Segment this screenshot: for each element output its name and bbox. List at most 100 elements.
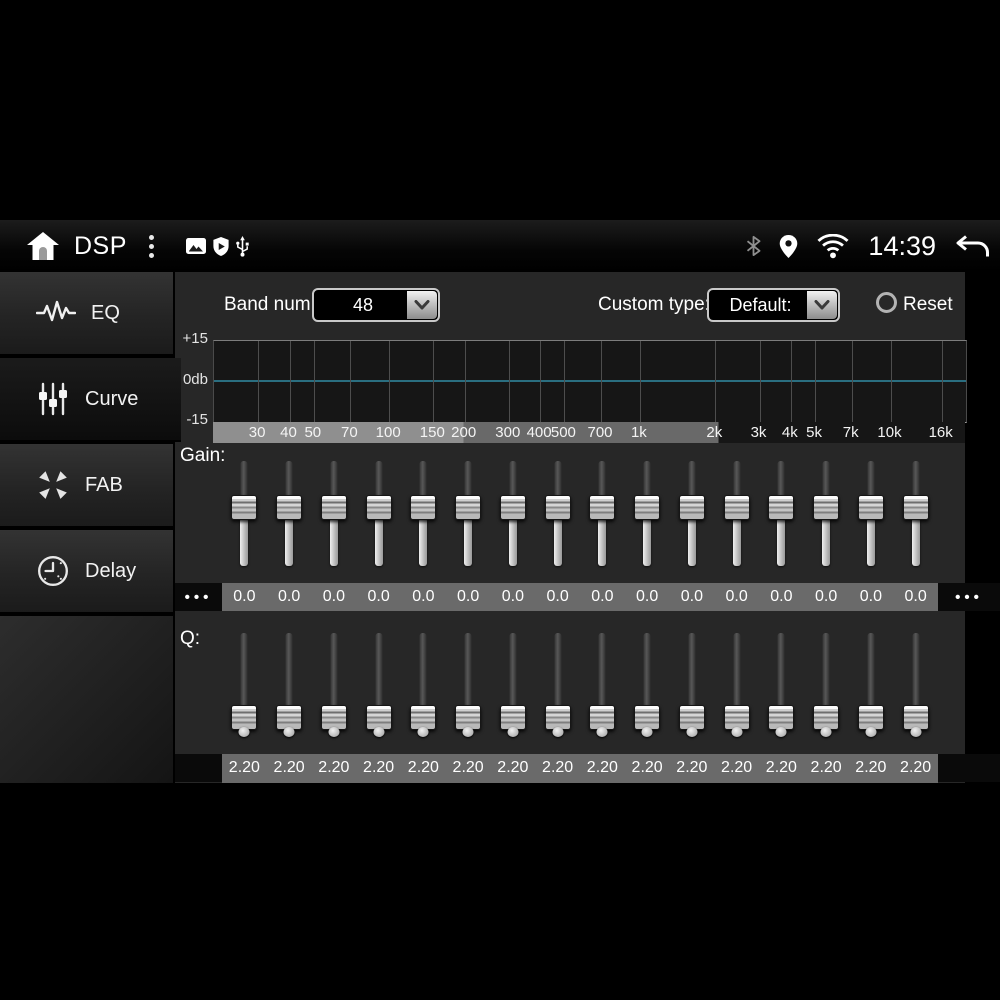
slider-thumb[interactable] <box>410 495 437 520</box>
slider-thumb-tip <box>552 727 564 737</box>
slider-thumb[interactable] <box>813 495 840 520</box>
gain-slider[interactable] <box>401 458 446 578</box>
home-icon[interactable] <box>26 231 60 261</box>
q-slider[interactable] <box>446 633 491 745</box>
slider-thumb[interactable] <box>365 705 392 730</box>
slider-track-upper <box>240 461 248 507</box>
slider-thumb[interactable] <box>902 495 929 520</box>
slider-thumb-tip <box>328 727 340 737</box>
q-slider[interactable] <box>625 633 670 745</box>
gain-slider[interactable] <box>849 458 894 578</box>
slider-thumb[interactable] <box>634 495 661 520</box>
gain-slider[interactable] <box>625 458 670 578</box>
plot-gridline <box>601 341 602 422</box>
slider-thumb[interactable] <box>813 705 840 730</box>
slider-thumb[interactable] <box>276 495 303 520</box>
back-icon[interactable] <box>954 234 990 259</box>
slider-thumb[interactable] <box>589 705 616 730</box>
gain-value-cell: 0.0 <box>725 588 748 605</box>
slider-thumb[interactable] <box>365 495 392 520</box>
gain-slider[interactable] <box>714 458 759 578</box>
q-slider[interactable] <box>312 633 357 745</box>
q-slider[interactable] <box>401 633 446 745</box>
slider-track-lower <box>687 518 696 566</box>
slider-thumb[interactable] <box>455 705 482 730</box>
freq-tick-label: 400 <box>526 424 552 441</box>
q-slider[interactable] <box>714 633 759 745</box>
q-slider[interactable] <box>222 633 267 745</box>
slider-track-lower <box>822 518 831 566</box>
slider-track-upper <box>867 461 875 507</box>
sidebar-item-curve[interactable]: Curve <box>0 358 181 442</box>
slider-thumb[interactable] <box>902 705 929 730</box>
slider-thumb[interactable] <box>723 495 750 520</box>
q-slider[interactable] <box>670 633 715 745</box>
slider-thumb[interactable] <box>231 495 258 520</box>
plot-gridline <box>941 341 943 422</box>
freq-tick-label: 100 <box>375 424 401 441</box>
gain-slider[interactable] <box>446 458 491 578</box>
q-slider[interactable] <box>580 633 625 745</box>
slider-thumb[interactable] <box>455 495 482 520</box>
gain-value-cell: 0.0 <box>233 588 256 605</box>
chevron-down-icon[interactable] <box>407 291 437 319</box>
slider-thumb[interactable] <box>544 495 571 520</box>
q-slider[interactable] <box>267 633 312 745</box>
slider-thumb[interactable] <box>857 495 884 520</box>
gain-value-cell: 0.0 <box>680 588 703 605</box>
plot-gridline <box>289 341 291 422</box>
q-slider[interactable] <box>535 633 580 745</box>
gain-slider[interactable] <box>356 458 401 578</box>
plot-gridline <box>815 341 817 422</box>
slider-thumb[interactable] <box>320 495 347 520</box>
q-value-cell: 2.20 <box>228 759 260 776</box>
slider-thumb[interactable] <box>499 705 526 730</box>
slider-thumb[interactable] <box>678 495 705 520</box>
freq-axis[interactable]: 30 40 50 70 100 150 200 300 400 500 700 1k 2k 3k 4k 5k 7… <box>213 422 965 443</box>
gain-slider[interactable] <box>222 458 267 578</box>
gain-slider[interactable] <box>267 458 312 578</box>
plot-gridline <box>350 341 352 422</box>
slider-thumb[interactable] <box>589 495 616 520</box>
plot-gridline <box>715 341 717 422</box>
custom-type-select[interactable]: Default: <box>707 288 840 322</box>
slider-thumb[interactable] <box>678 705 705 730</box>
gain-slider[interactable] <box>580 458 625 578</box>
gain-value-cell: 0.0 <box>636 588 659 605</box>
gain-section-label: Gain: <box>180 445 226 466</box>
q-slider[interactable] <box>491 633 536 745</box>
q-slider[interactable] <box>804 633 849 745</box>
gain-slider[interactable] <box>670 458 715 578</box>
chevron-down-icon[interactable] <box>807 291 837 319</box>
slider-thumb[interactable] <box>768 495 795 520</box>
shield-icon <box>213 236 229 256</box>
q-value-cell: 2.20 <box>318 759 350 776</box>
sidebar-item-eq[interactable]: EQ <box>0 272 173 356</box>
eq-plot[interactable] <box>213 340 967 423</box>
gain-more-right-button[interactable]: ••• <box>938 583 1000 611</box>
freq-tick-label: 50 <box>304 424 322 441</box>
slider-track-upper <box>419 461 427 507</box>
gain-slider[interactable] <box>491 458 536 578</box>
q-slider[interactable] <box>893 633 938 745</box>
sidebar-item-fab[interactable]: FAB <box>0 444 173 528</box>
slider-thumb[interactable] <box>499 495 526 520</box>
gain-slider[interactable] <box>535 458 580 578</box>
gain-more-left-button[interactable]: ••• <box>175 583 222 611</box>
reset-radio[interactable] <box>876 292 897 313</box>
sidebar-item-delay[interactable]: Delay <box>0 530 173 614</box>
overflow-menu-icon[interactable] <box>148 234 154 258</box>
gain-slider[interactable] <box>804 458 849 578</box>
q-slider[interactable] <box>759 633 804 745</box>
gain-slider[interactable] <box>759 458 804 578</box>
q-slider[interactable] <box>849 633 894 745</box>
gain-slider[interactable] <box>893 458 938 578</box>
band-num-select[interactable]: 48 <box>312 288 440 322</box>
q-section-label: Q: <box>180 628 201 649</box>
gain-slider[interactable] <box>312 458 357 578</box>
q-slider[interactable] <box>356 633 401 745</box>
q-value-cell: 2.20 <box>273 759 305 776</box>
slider-thumb[interactable] <box>857 705 884 730</box>
slider-thumb[interactable] <box>723 705 750 730</box>
gain-value-cell: 0.0 <box>859 588 882 605</box>
